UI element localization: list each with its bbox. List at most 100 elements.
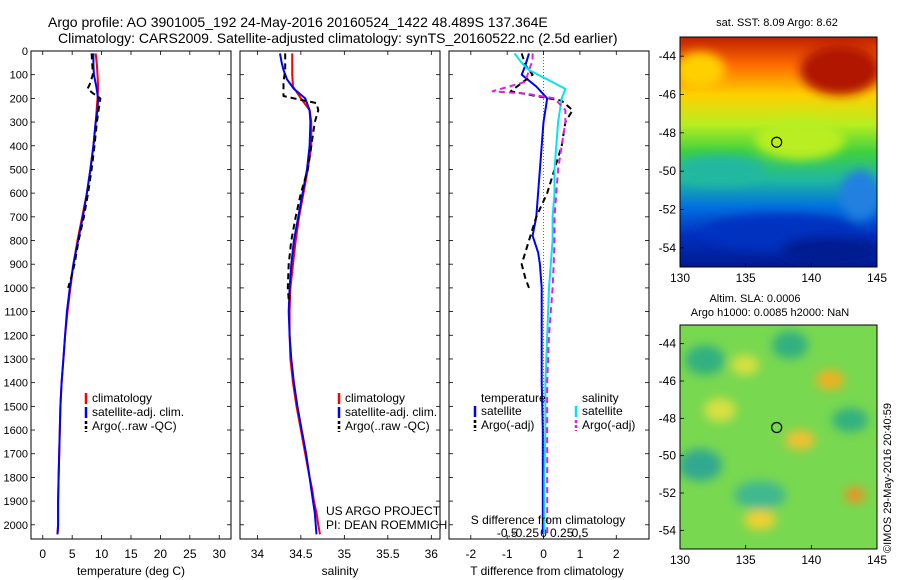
depth-tick-label: 900 — [10, 259, 28, 271]
series-line-satellite-adj-clim- — [56, 53, 100, 535]
depth-tick-label: 1400 — [4, 378, 28, 390]
map-y-tick-label: -50 — [659, 449, 677, 463]
sst-patch — [755, 120, 845, 160]
map-x-tick-label: 140 — [801, 271, 821, 285]
x-tick-label: 20 — [154, 547, 168, 561]
map-x-tick-label: 130 — [670, 553, 690, 567]
x-tick-label: 0 — [540, 547, 547, 561]
x-tick-label: 5 — [69, 547, 76, 561]
temperature-axes-frame — [30, 50, 232, 540]
temperature-x-ticks: 0 5 10 15 20 25 30 — [39, 51, 226, 561]
sla-patch — [704, 398, 736, 422]
x-tick-label: 36 — [425, 547, 439, 561]
sst-patch — [780, 236, 877, 264]
x-tick-label: -2 — [465, 547, 476, 561]
series-line-argo-raw-qc- — [282, 53, 320, 300]
depth-tick-label: 1500 — [4, 401, 28, 413]
map-y-tick-label: -50 — [659, 164, 677, 178]
depth-tick-label: 700 — [10, 212, 28, 224]
depth-tick-label: 400 — [10, 141, 28, 153]
x-tick-label: 2 — [613, 547, 620, 561]
project-credit: US ARGO PROJECT — [326, 504, 441, 518]
series-line-salinity-argo-adj- — [491, 53, 567, 535]
sla-patch — [685, 345, 725, 375]
top-tick-label: 0.5 — [572, 526, 589, 540]
sla-map-ticks: 130 135 140 145 -44 -46 -48 -50 -52 -54 — [659, 337, 888, 567]
x-tick-label: 25 — [183, 547, 197, 561]
x-tick-label: -1 — [502, 547, 513, 561]
x-tick-label: 30 — [213, 547, 227, 561]
sst-texture — [680, 45, 877, 264]
depth-tick-label: 1100 — [4, 307, 28, 319]
depth-tick-label: 1600 — [4, 425, 28, 437]
sla-argo-location-marker — [771, 421, 783, 434]
legend-label-sal-satellite: satellite — [582, 404, 623, 418]
map-x-tick-label: 135 — [736, 271, 756, 285]
sla-texture — [680, 331, 868, 530]
x-tick-label: 34 — [251, 547, 265, 561]
series-line-temperature-argo-adj- — [509, 53, 574, 289]
series-line-climatology — [288, 53, 321, 535]
figure-title-line1: Argo profile: AO 3901005_192 24-May-2016… — [48, 14, 548, 30]
depth-tick-label: 1300 — [4, 354, 28, 366]
salinity-legend: climatology satellite-adj. clim. Argo(..… — [337, 391, 437, 433]
depth-tick-label: 200 — [10, 93, 28, 105]
series-line-salinity-satellite — [513, 52, 567, 535]
map-y-tick-label: -48 — [659, 411, 677, 425]
sla-patch — [832, 408, 868, 432]
depth-tick-label: 300 — [10, 117, 28, 129]
sla-patch — [845, 487, 865, 503]
map-y-tick-label: -54 — [659, 241, 677, 255]
legend-label-argo: Argo(..raw -QC) — [92, 419, 177, 433]
salinity-xlabel: salinity — [322, 564, 359, 578]
temperature-legend: climatology satellite-adj. clim. Argo(..… — [84, 391, 184, 433]
sst-map-title: sat. SST: 8.09 Argo: 8.62 — [716, 17, 838, 29]
top-tick-label: -0.25 — [512, 526, 540, 540]
map-y-tick-label: -46 — [659, 88, 677, 102]
pi-credit: PI: DEAN ROEMMICH — [326, 518, 447, 532]
series-line-argo-raw-qc- — [67, 53, 102, 289]
depth-tick-label: 1800 — [4, 472, 28, 484]
x-tick-label: 35.5 — [376, 547, 400, 561]
sst-patch — [680, 52, 725, 88]
salinity-series — [279, 53, 321, 535]
sla-map-title-line2: Argo h1000: 0.0085 h2000: NaN — [691, 307, 849, 319]
sla-patch — [816, 370, 844, 390]
depth-tick-label: 1700 — [4, 449, 28, 461]
legend-label-temp-satellite: satellite — [481, 404, 522, 418]
legend-label-temp-argo: Argo(-adj) — [481, 418, 534, 432]
sla-map-image — [680, 325, 877, 549]
x-tick-label: 35 — [338, 547, 352, 561]
difference-top-axis-label: S difference from climatology — [471, 513, 626, 527]
sst-map-ticks: 130 135 140 145 -44 -46 -48 -50 -52 -54 — [659, 49, 888, 285]
salinity-x-ticks: 34 34.5 35 35.5 36 — [251, 51, 439, 561]
x-tick-label: 34.5 — [289, 547, 313, 561]
depth-tick-label: 500 — [10, 164, 28, 176]
map-x-tick-label: 145 — [867, 553, 887, 567]
legend-label-climatology: climatology — [345, 391, 405, 405]
temperature-series — [56, 53, 102, 535]
sla-map-frame — [679, 324, 878, 550]
x-tick-label: 0 — [39, 547, 46, 561]
legend-label-satellite: satellite-adj. clim. — [92, 405, 184, 419]
figure-title-line2: Climatology: CARS2009. Satellite-adjuste… — [58, 30, 618, 46]
depth-tick-label: 100 — [10, 70, 28, 82]
legend-header-temperature: temperature — [481, 391, 546, 405]
legend-label-satellite: satellite-adj. clim. — [345, 405, 437, 419]
map-x-tick-label: 145 — [867, 271, 887, 285]
difference-xlabel: T difference from climatology — [470, 564, 624, 578]
imos-credit: ©IMOS 29-May-2016 20:40:59 — [882, 403, 894, 553]
temperature-xlabel: temperature (deg C) — [77, 564, 185, 578]
depth-tick-label: 1000 — [4, 283, 28, 295]
sla-patch — [680, 449, 722, 481]
series-line-climatology — [56, 53, 100, 535]
sst-map-image — [680, 37, 877, 267]
depth-tick-label: 800 — [10, 236, 28, 248]
sst-patch — [840, 170, 877, 220]
sst-map-frame — [679, 36, 878, 268]
top-tick-label: 0.25 — [550, 526, 574, 540]
sla-patch — [734, 481, 786, 509]
legend-label-climatology: climatology — [92, 391, 152, 405]
sla-patch — [772, 331, 808, 359]
depth-tick-label: 1900 — [4, 496, 28, 508]
